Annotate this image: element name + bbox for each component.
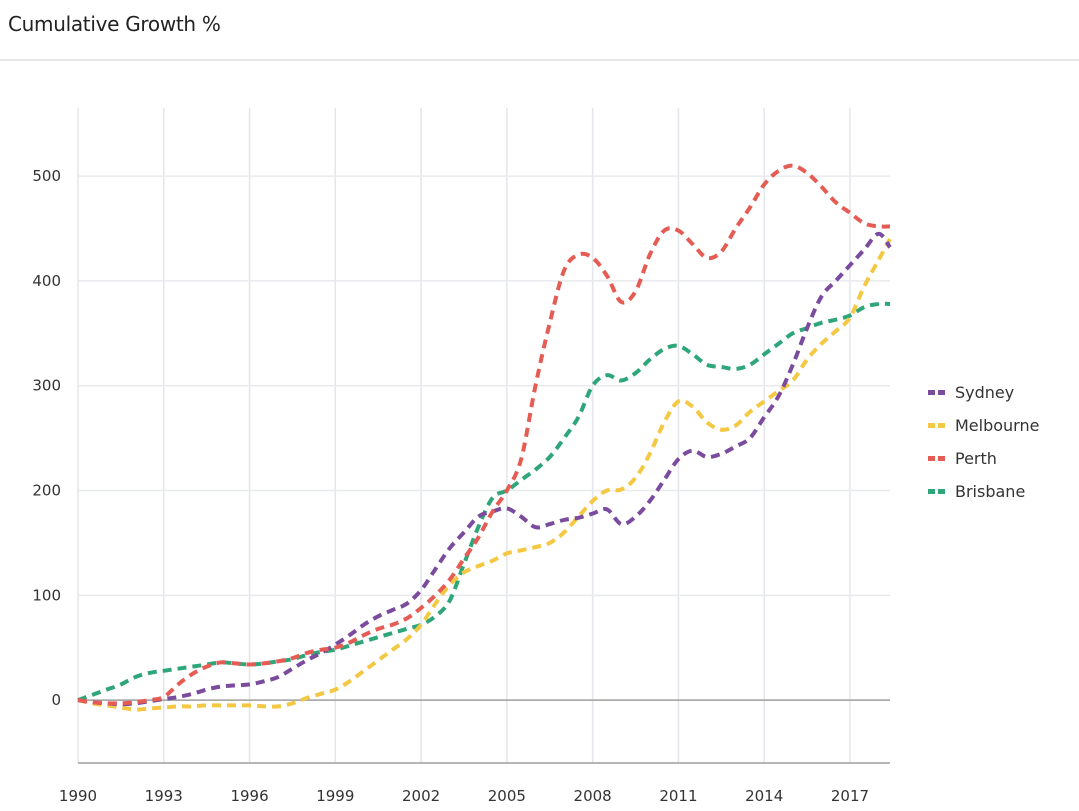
chart-header: Cumulative Growth %	[0, 0, 1079, 61]
x-tick-label: 2017	[831, 787, 869, 805]
x-tick-label: 2014	[745, 787, 783, 805]
series-line-sydney	[77, 231, 892, 707]
y-tick-label: 300	[32, 377, 61, 395]
legend-swatch-icon	[928, 456, 945, 461]
x-tick-label: 1999	[316, 787, 354, 805]
legend-swatch-icon	[928, 489, 945, 494]
x-tick-label: 2002	[402, 787, 440, 805]
y-tick-label: 0	[51, 691, 61, 709]
x-axis-ticks: 1990 1993 1996 1999 2002 2005 2008 2011 2014 2017	[59, 787, 869, 805]
series-line-melbourne	[77, 238, 892, 712]
legend-swatch-icon	[928, 390, 945, 395]
y-tick-label: 100	[32, 586, 61, 604]
legend-label: Sydney	[955, 383, 1015, 402]
series-lines	[77, 163, 892, 712]
legend-label: Brisbane	[955, 482, 1026, 501]
y-tick-label: 500	[32, 167, 61, 185]
legend-item-brisbane[interactable]: Brisbane	[928, 475, 1039, 508]
y-tick-label: 400	[32, 272, 61, 290]
x-tick-label: 1996	[230, 787, 268, 805]
chart-title: Cumulative Growth %	[8, 12, 221, 36]
legend-item-perth[interactable]: Perth	[928, 442, 1039, 475]
x-tick-label: 2005	[488, 787, 526, 805]
series-line-perth	[77, 163, 891, 706]
legend-item-melbourne[interactable]: Melbourne	[928, 409, 1039, 442]
grid-lines	[77, 108, 890, 763]
chart-legend: Sydney Melbourne Perth Brisbane	[928, 376, 1039, 508]
legend-swatch-icon	[928, 423, 945, 428]
legend-label: Melbourne	[955, 416, 1040, 435]
legend-label: Perth	[955, 449, 997, 468]
y-axis-ticks: 0 100 200 300 400 500	[32, 167, 61, 709]
legend-item-sydney[interactable]: Sydney	[928, 376, 1039, 409]
series-line-brisbane	[77, 301, 891, 702]
x-tick-label: 2008	[574, 787, 612, 805]
x-tick-label: 1993	[145, 787, 183, 805]
x-tick-label: 2011	[659, 787, 697, 805]
x-tick-label: 1990	[59, 787, 97, 805]
y-tick-label: 200	[32, 482, 61, 500]
